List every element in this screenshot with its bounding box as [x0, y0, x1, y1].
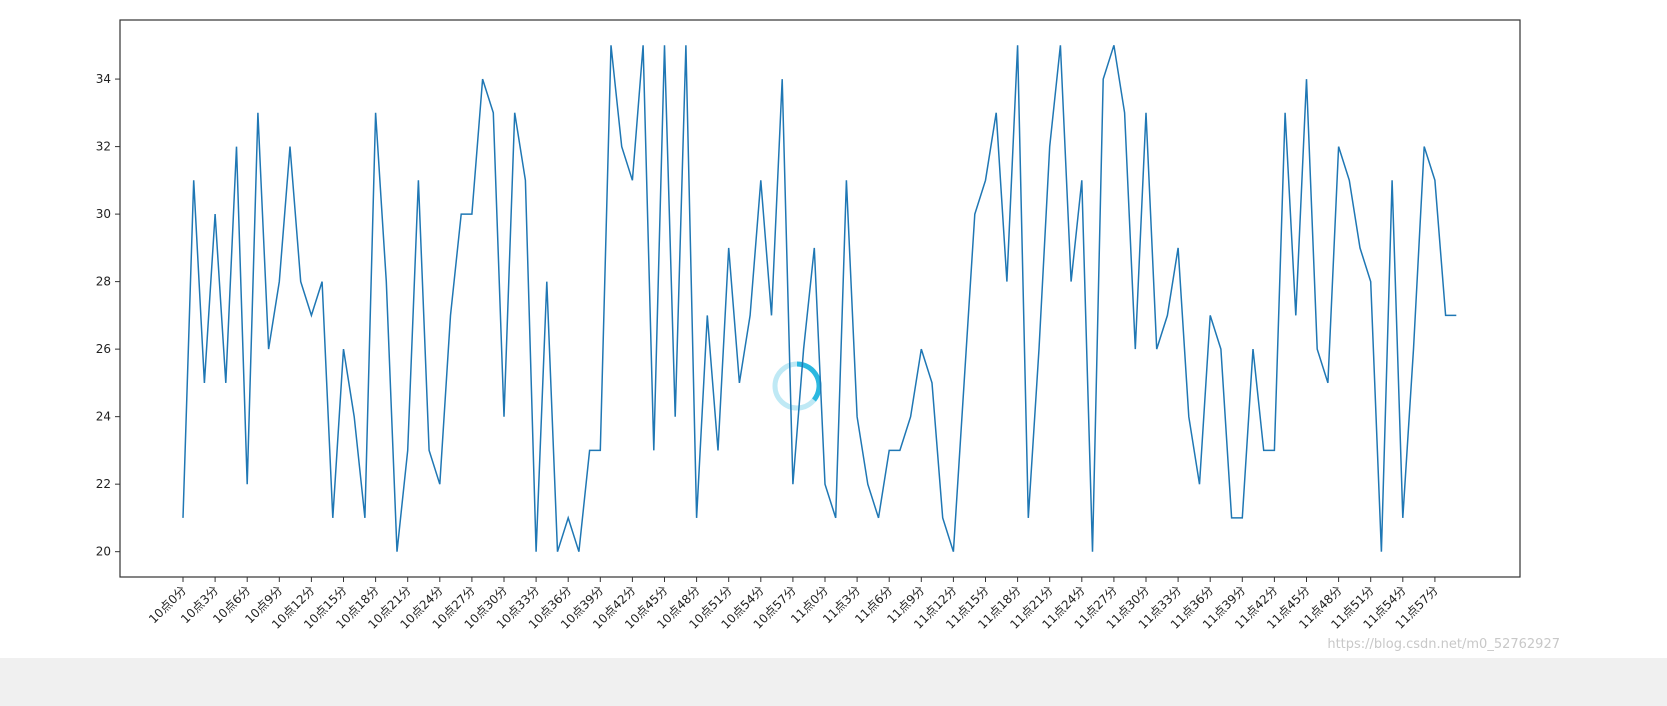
y-tick-label: 30 [96, 207, 111, 221]
y-tick-label: 32 [96, 140, 111, 154]
bottom-bar [0, 658, 1667, 706]
y-tick-label: 34 [96, 72, 111, 86]
data-line [182, 45, 1457, 552]
watermark: https://blog.csdn.net/m0_52762927 [1327, 637, 1560, 652]
y-tick-label: 26 [96, 342, 111, 356]
plot-area [119, 19, 1521, 578]
y-tick-label: 20 [96, 545, 111, 559]
y-tick-label: 22 [96, 477, 111, 491]
y-tick-label: 24 [96, 410, 111, 424]
y-tick-label: 28 [96, 275, 111, 289]
